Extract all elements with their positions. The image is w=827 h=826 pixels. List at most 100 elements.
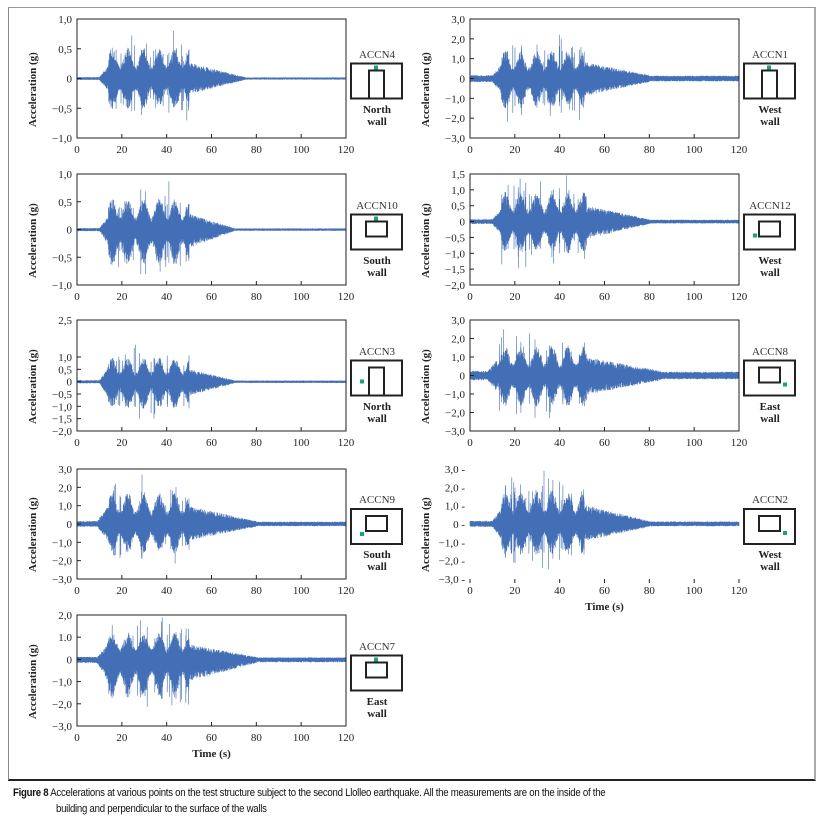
sensor-marker (767, 65, 771, 70)
x-tick-label: 120 (731, 585, 748, 597)
x-tick-label: 60 (599, 291, 611, 303)
x-tick-label: 120 (338, 144, 355, 156)
sensor-id-label: ACCN12 (749, 199, 791, 212)
y-tick-label: 3,0 (58, 464, 72, 476)
x-tick-label: 120 (731, 144, 748, 156)
y-tick-label: −3,0 (52, 574, 72, 586)
y-tick-label: 3,0 (451, 14, 465, 26)
y-tick-label: −0,5 (52, 252, 72, 264)
x-tick-label: 20 (116, 585, 128, 597)
x-tick-label: 20 (509, 437, 521, 449)
x-tick-label: 60 (599, 437, 611, 449)
figure-caption: Figure 8 Accelerations at various points… (13, 785, 821, 817)
sensor-marker (374, 65, 378, 70)
x-tick-label: 0 (467, 437, 473, 449)
x-tick-label: 120 (731, 437, 748, 449)
x-tick-label: 0 (74, 291, 80, 303)
building-plan-icon (350, 359, 403, 397)
building-plan-icon (743, 62, 796, 100)
x-tick-label: 0 (74, 732, 80, 744)
x-tick-label: 40 (161, 585, 173, 597)
y-tick-label: −1,0 (52, 677, 72, 689)
y-tick-label: 2,0 (58, 610, 72, 622)
x-tick-label: 60 (206, 437, 218, 449)
sensor-id-label: ACCN10 (356, 199, 398, 212)
y-tick-label: −2,0 (445, 280, 465, 292)
x-tick-label: 100 (293, 585, 310, 597)
y-tick-label: 0 - (453, 519, 465, 531)
y-tick-label: −1,0 (445, 93, 465, 105)
building-plan-icon (350, 508, 403, 545)
x-tick-label: 40 (161, 732, 173, 744)
x-tick-label: 100 (686, 437, 703, 449)
sensor-marker (753, 233, 757, 238)
waveform-accn1 (469, 34, 740, 122)
y-tick-label: −0,5 (52, 389, 72, 401)
y-tick-label: 0 (460, 74, 466, 86)
y-tick-label: 0 (67, 74, 73, 86)
x-tick-label: 60 (206, 732, 218, 744)
x-tick-label: 120 (338, 437, 355, 449)
x-tick-label: 20 (116, 732, 128, 744)
y-tick-label: −2,0 (445, 408, 465, 420)
waveform-accn3 (76, 344, 347, 419)
y-tick-label: 1,0 (58, 501, 72, 513)
x-tick-label: 0 (74, 437, 80, 449)
waveform-accn4 (76, 30, 347, 121)
x-tick-label: 80 (251, 144, 263, 156)
y-tick-label: 0 (460, 371, 466, 383)
waveform-accn9 (76, 474, 347, 564)
wall-label: North wall (362, 400, 392, 425)
y-tick-label: 0 (67, 519, 73, 531)
sensor-marker (374, 216, 378, 221)
y-tick-label: 0,5 (58, 44, 72, 56)
y-tick-label: −2,0 (52, 426, 72, 438)
x-tick-label: 40 (554, 585, 566, 597)
x-tick-label: 80 (644, 291, 656, 303)
x-tick-label: 0 (467, 144, 473, 156)
sensor-id-label: ACCN3 (358, 345, 396, 358)
y-tick-label: −3,0 - (439, 574, 466, 586)
x-tick-label: 20 (509, 585, 521, 597)
wall-label: East wall (759, 400, 781, 425)
waveform-accn8 (469, 329, 740, 419)
sensor-marker (783, 531, 787, 535)
x-tick-label: 80 (644, 144, 656, 156)
x-tick-label: 60 (206, 291, 218, 303)
sensor-id-label: ACCN1 (751, 48, 789, 61)
x-tick-label: 100 (686, 291, 703, 303)
y-tick-label: −2,0 - (439, 556, 466, 568)
x-tick-label: 40 (161, 144, 173, 156)
y-tick-label: −0,5 (445, 232, 465, 244)
wall-label: South wall (363, 549, 391, 573)
x-tick-label: 100 (686, 144, 703, 156)
x-tick-label: 100 (293, 144, 310, 156)
y-tick-label: 3,0 - (445, 464, 466, 476)
y-tick-label: 2,0 - (445, 482, 466, 494)
x-tick-label: 100 (293, 437, 310, 449)
x-tick-label: 120 (731, 291, 748, 303)
y-tick-label: −1,0 (52, 133, 72, 145)
y-tick-label: 2,5 (58, 315, 72, 327)
sensor-id-label: ACCN7 (358, 640, 396, 653)
sensor-id-label: ACCN4 (358, 48, 396, 61)
y-tick-label: −1,0 (52, 537, 72, 549)
sensor-id-label: ACCN2 (751, 494, 789, 506)
x-tick-label: 120 (338, 732, 355, 744)
y-tick-label: −1,5 (52, 414, 72, 426)
y-tick-label: 3,0 (451, 315, 465, 327)
y-tick-label: −1,0 (52, 401, 72, 413)
y-tick-label: −1,0 (52, 280, 72, 292)
x-tick-label: 60 (206, 144, 218, 156)
y-tick-label: 0 (67, 654, 73, 666)
y-tick-label: −1,5 (445, 264, 465, 276)
x-tick-label: 40 (554, 437, 566, 449)
y-tick-label: −2,0 (52, 699, 72, 711)
caption-label: Figure 8 (13, 787, 49, 799)
